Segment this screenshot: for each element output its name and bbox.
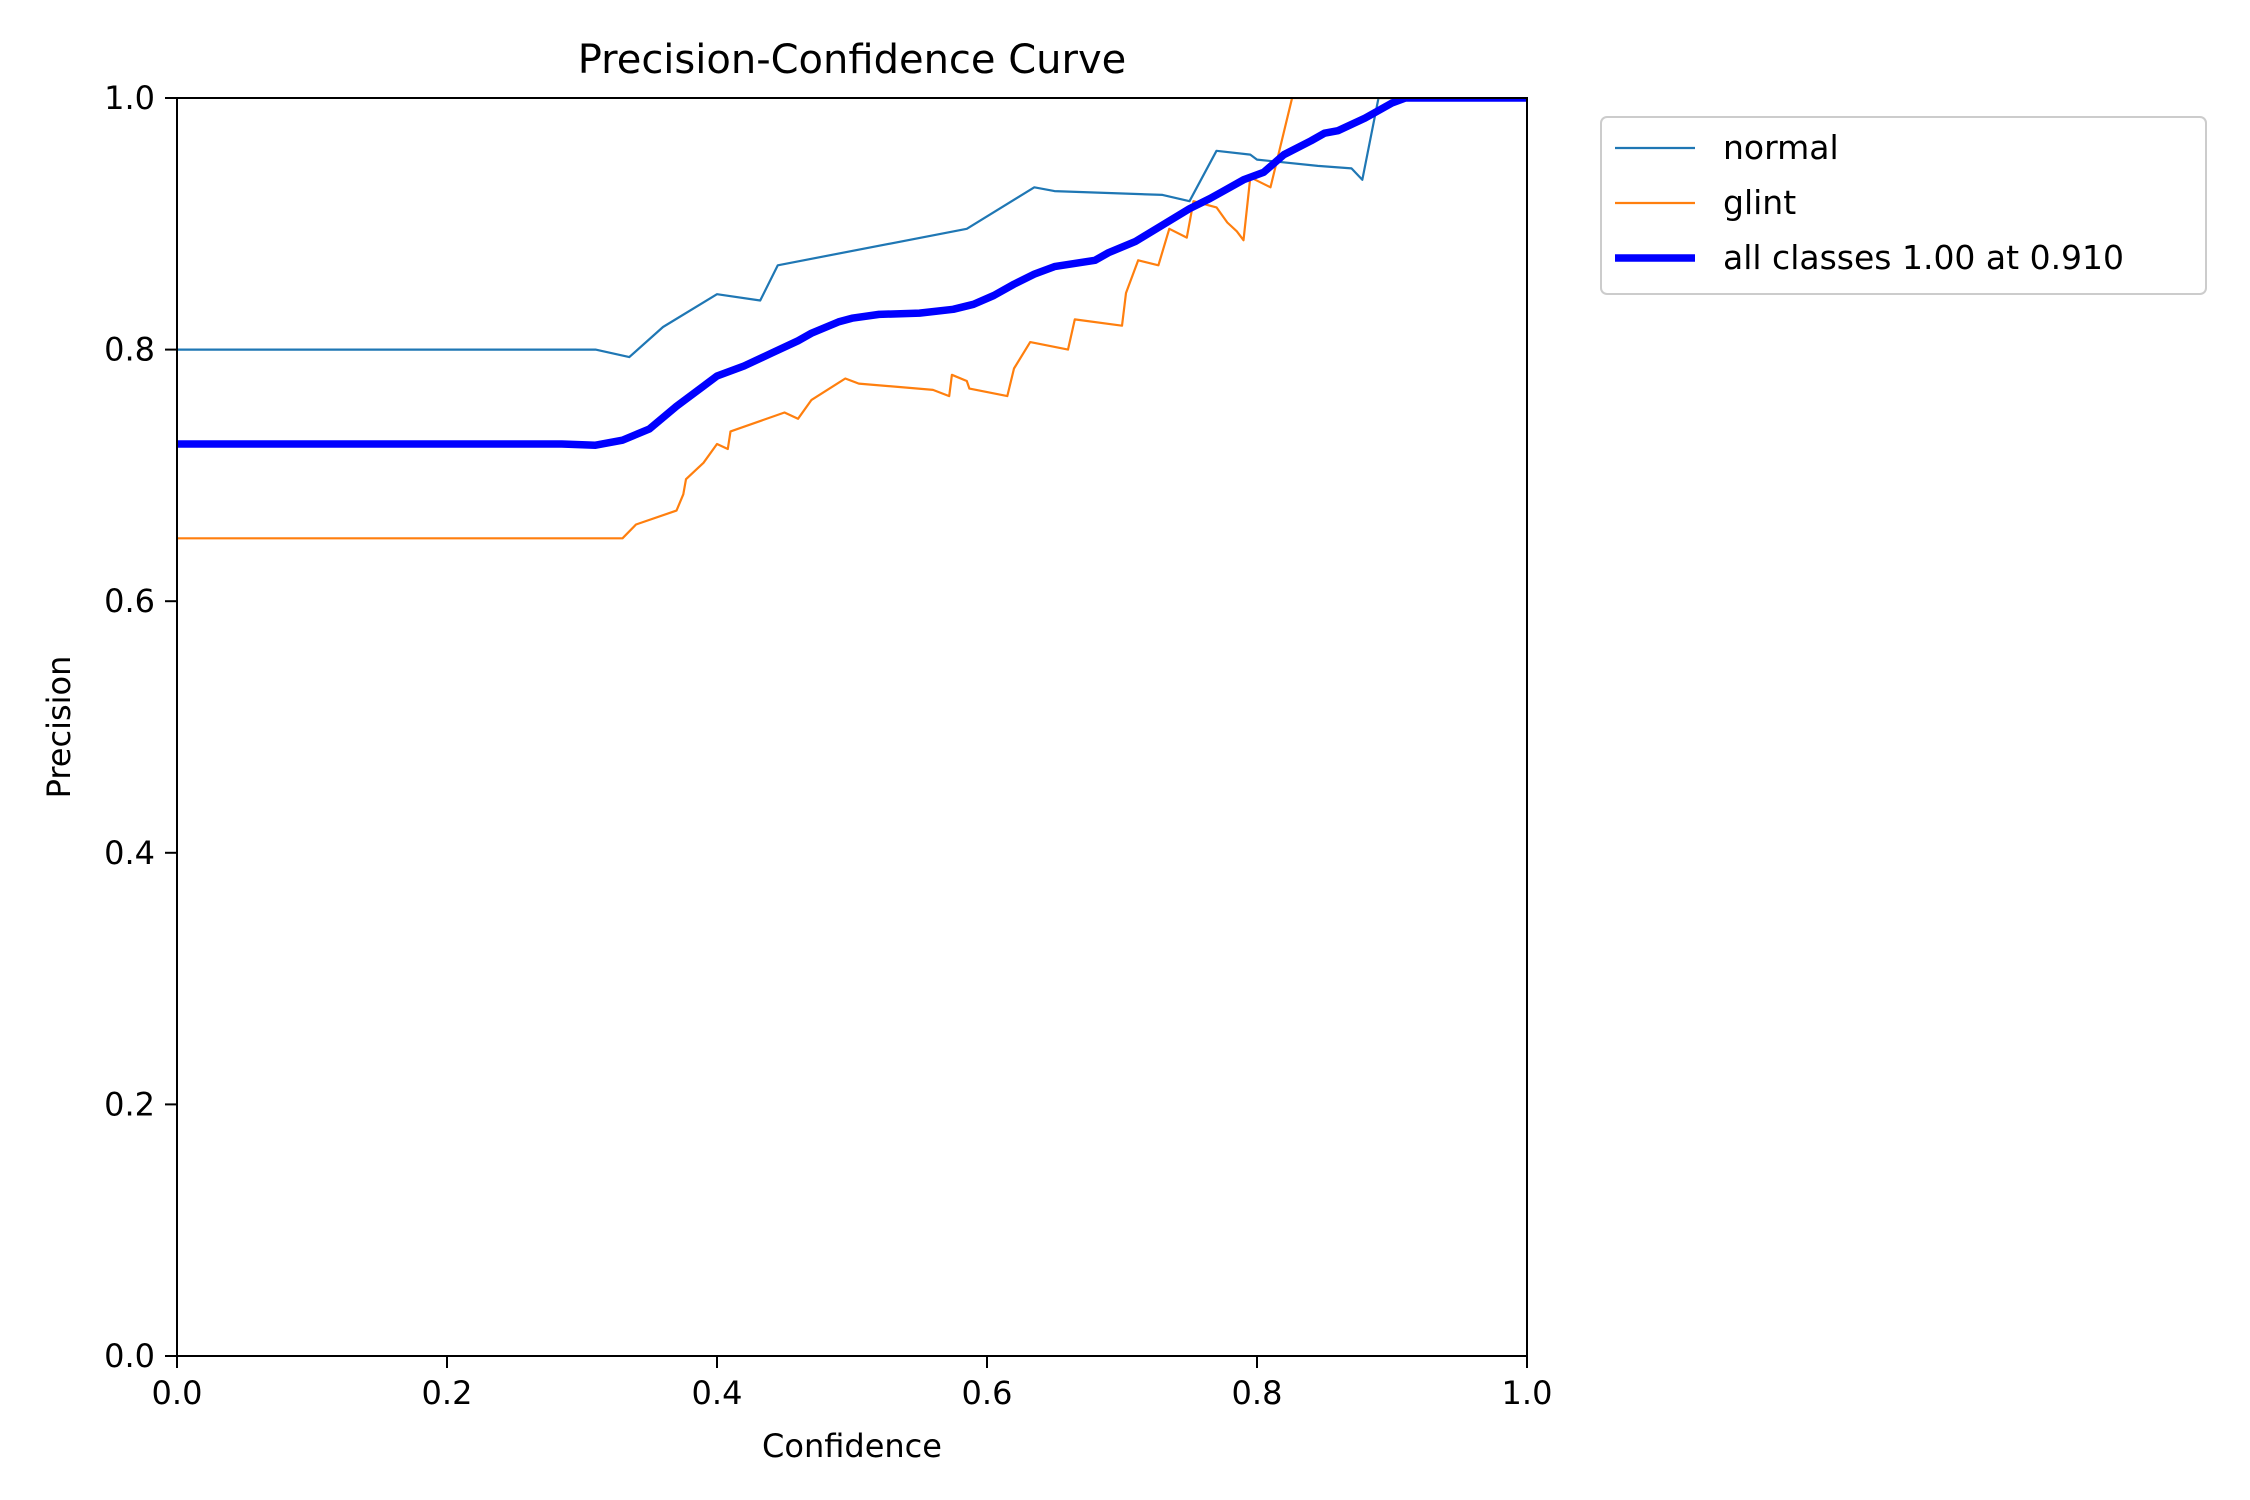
series-line-2 bbox=[177, 98, 1527, 540]
x-tick-label: 0.4 bbox=[692, 1374, 743, 1412]
plot-frame bbox=[176, 97, 1528, 1357]
x-tick-label: 0.6 bbox=[962, 1374, 1013, 1412]
legend-label-2: glint bbox=[1723, 183, 1796, 222]
y-tick-label: 0.0 bbox=[104, 1337, 155, 1375]
x-axis: 0.0 0.2 0.4 0.6 0.8 1.0 bbox=[152, 1356, 1553, 1412]
y-axis-label: Precision bbox=[40, 656, 78, 799]
legend: normal glint all classes 1.00 at 0.910 bbox=[1600, 116, 2207, 295]
legend-label-1: normal bbox=[1723, 128, 1839, 167]
y-tick-label: 1.0 bbox=[104, 79, 155, 117]
y-tick-label: 0.2 bbox=[104, 1085, 155, 1123]
legend-label-3: all classes 1.00 at 0.910 bbox=[1723, 238, 2124, 277]
legend-box bbox=[1600, 116, 2207, 295]
series-line-3 bbox=[177, 98, 1527, 449]
series-group bbox=[177, 98, 1527, 540]
series-line-1 bbox=[177, 98, 1527, 359]
x-tick-label: 0.8 bbox=[1232, 1374, 1283, 1412]
plot-area bbox=[177, 98, 1527, 1356]
x-tick-label: 0.0 bbox=[152, 1374, 203, 1412]
x-tick-label: 0.2 bbox=[422, 1374, 473, 1412]
x-axis-label: Confidence bbox=[762, 1427, 942, 1465]
y-tick-label: 0.6 bbox=[104, 582, 155, 620]
x-tick-label: 1.0 bbox=[1502, 1374, 1553, 1412]
y-tick-label: 0.8 bbox=[104, 331, 155, 369]
y-axis: 0.0 0.2 0.4 0.6 0.8 1.0 bbox=[104, 79, 177, 1375]
chart-title: Precision-Confidence Curve bbox=[578, 37, 1127, 83]
y-tick-label: 0.4 bbox=[104, 834, 155, 872]
